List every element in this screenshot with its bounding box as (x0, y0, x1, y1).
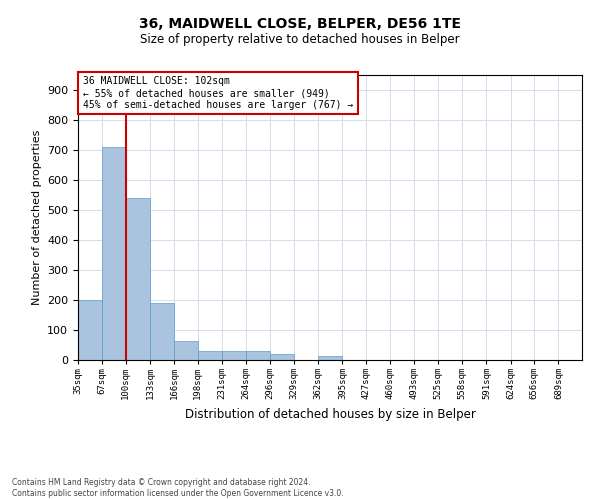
Bar (150, 303, 174, 360)
Text: 36 MAIDWELL CLOSE: 102sqm
← 55% of detached houses are smaller (949)
45% of semi: 36 MAIDWELL CLOSE: 102sqm ← 55% of detac… (83, 76, 353, 110)
Bar (318, 356, 343, 360)
Bar (101, 147, 126, 360)
X-axis label: Distribution of detached houses by size in Belper: Distribution of detached houses by size … (185, 408, 475, 420)
Bar (222, 351, 246, 360)
Text: Contains HM Land Registry data © Crown copyright and database right 2024.
Contai: Contains HM Land Registry data © Crown c… (12, 478, 344, 498)
Bar (198, 351, 222, 360)
Bar (78, 300, 101, 360)
Bar (174, 340, 198, 360)
Y-axis label: Number of detached properties: Number of detached properties (32, 130, 41, 305)
Text: 36, MAIDWELL CLOSE, BELPER, DE56 1TE: 36, MAIDWELL CLOSE, BELPER, DE56 1TE (139, 18, 461, 32)
Text: Size of property relative to detached houses in Belper: Size of property relative to detached ho… (140, 32, 460, 46)
Bar (126, 198, 150, 360)
Bar (246, 351, 270, 360)
Bar (270, 354, 294, 360)
